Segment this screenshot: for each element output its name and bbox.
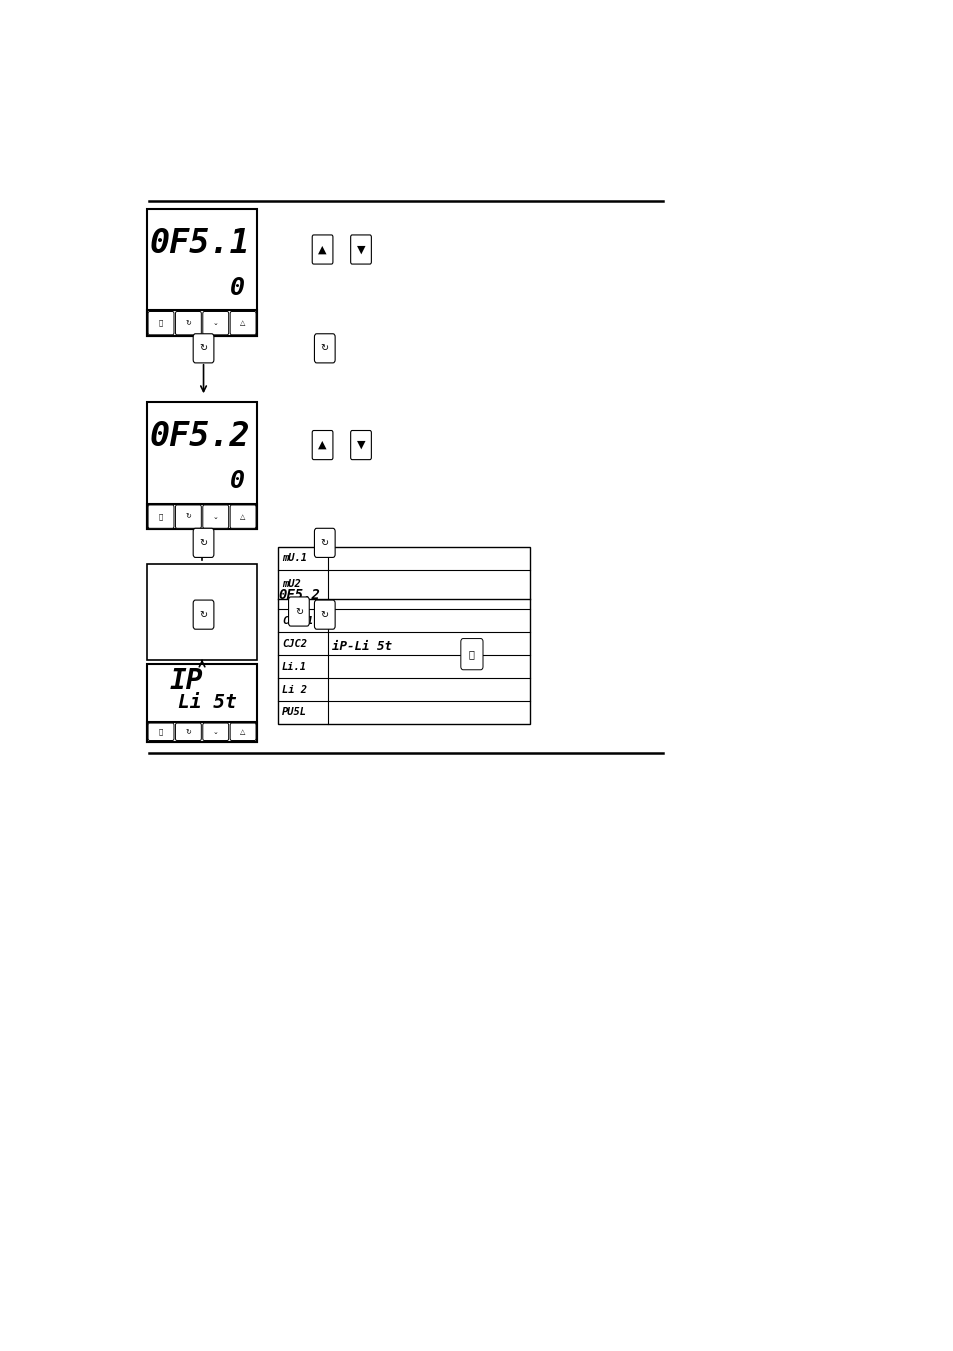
Text: ▲: ▲ (318, 440, 327, 450)
FancyBboxPatch shape (312, 431, 333, 459)
FancyBboxPatch shape (148, 505, 173, 528)
FancyBboxPatch shape (193, 600, 213, 630)
FancyBboxPatch shape (148, 312, 173, 335)
FancyBboxPatch shape (351, 235, 371, 263)
Text: ↻: ↻ (199, 343, 208, 354)
Text: ↻: ↻ (185, 728, 192, 735)
FancyBboxPatch shape (278, 547, 529, 724)
FancyBboxPatch shape (147, 504, 256, 530)
Text: ⌄: ⌄ (213, 320, 218, 326)
Text: mU.1: mU.1 (282, 554, 307, 563)
FancyBboxPatch shape (147, 403, 256, 530)
FancyBboxPatch shape (203, 505, 229, 528)
Text: PU5L: PU5L (282, 708, 307, 717)
Text: ▼: ▼ (356, 245, 365, 254)
FancyBboxPatch shape (351, 431, 371, 459)
FancyBboxPatch shape (460, 639, 482, 670)
Text: ↻: ↻ (199, 538, 208, 549)
FancyBboxPatch shape (147, 209, 256, 336)
Text: 0F5.1: 0F5.1 (150, 227, 250, 259)
FancyBboxPatch shape (147, 721, 256, 742)
Text: Li 5t: Li 5t (178, 693, 236, 712)
FancyBboxPatch shape (230, 723, 255, 740)
Text: ↻: ↻ (320, 343, 329, 354)
FancyBboxPatch shape (203, 312, 229, 335)
Text: ↻: ↻ (320, 609, 329, 620)
FancyBboxPatch shape (230, 505, 255, 528)
Text: ⎖: ⎖ (159, 513, 163, 520)
Text: ▲: ▲ (318, 245, 327, 254)
Text: ⌄: ⌄ (213, 513, 218, 520)
FancyBboxPatch shape (175, 312, 201, 335)
Text: 0F5.2: 0F5.2 (278, 588, 320, 603)
FancyBboxPatch shape (314, 600, 335, 630)
Text: ↻: ↻ (185, 320, 192, 326)
Text: ⌄: ⌄ (213, 728, 218, 735)
FancyBboxPatch shape (193, 334, 213, 363)
Text: ↻: ↻ (185, 513, 192, 520)
Text: Li.1: Li.1 (282, 662, 307, 671)
FancyBboxPatch shape (193, 528, 213, 558)
Text: 0: 0 (230, 276, 244, 300)
Text: iP-Li 5t: iP-Li 5t (332, 640, 392, 654)
Text: CJC2: CJC2 (282, 639, 307, 648)
Text: ↻: ↻ (320, 538, 329, 549)
FancyBboxPatch shape (148, 723, 173, 740)
FancyBboxPatch shape (314, 528, 335, 558)
FancyBboxPatch shape (147, 311, 256, 336)
FancyBboxPatch shape (314, 334, 335, 363)
Text: ⎖: ⎖ (159, 320, 163, 327)
Text: CJC.1: CJC.1 (282, 616, 313, 626)
FancyBboxPatch shape (288, 597, 309, 626)
FancyBboxPatch shape (230, 312, 255, 335)
Text: IP: IP (170, 666, 203, 694)
FancyBboxPatch shape (203, 723, 229, 740)
Text: ↻: ↻ (199, 609, 208, 620)
Text: 0: 0 (230, 469, 244, 493)
FancyBboxPatch shape (175, 723, 201, 740)
Text: △: △ (240, 513, 246, 520)
Text: 0F5.2: 0F5.2 (150, 420, 250, 453)
Text: △: △ (240, 320, 246, 326)
Text: Li 2: Li 2 (282, 685, 307, 694)
Text: ⎖: ⎖ (159, 728, 163, 735)
Text: ↻: ↻ (294, 607, 303, 616)
FancyBboxPatch shape (147, 663, 256, 742)
Text: △: △ (240, 728, 246, 735)
FancyBboxPatch shape (312, 235, 333, 263)
FancyBboxPatch shape (175, 505, 201, 528)
Text: ▼: ▼ (356, 440, 365, 450)
Text: ⎙: ⎙ (469, 650, 475, 659)
Text: mU2: mU2 (282, 580, 300, 589)
FancyBboxPatch shape (147, 563, 256, 661)
